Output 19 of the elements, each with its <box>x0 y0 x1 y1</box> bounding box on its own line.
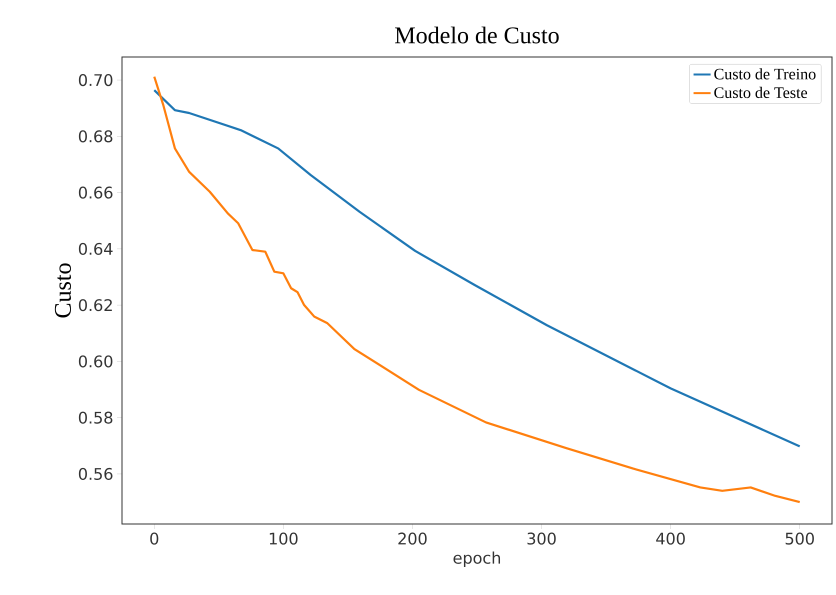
y-tick-label: 0.66 <box>78 186 112 199</box>
y-tick-label: 0.70 <box>78 74 112 86</box>
x-tick-label: 100 <box>270 532 298 545</box>
y-tick-label: 0.58 <box>78 412 112 424</box>
x-tick-label: 0 <box>150 532 158 545</box>
chart-title: Modelo de Custo <box>395 26 559 44</box>
y-tick-label: 0.56 <box>78 468 112 480</box>
legend-label: Custo de Teste <box>714 86 808 98</box>
y-axis-title: Custo <box>54 263 71 318</box>
y-tick-label: 0.68 <box>78 130 112 142</box>
legend-label: Custo de Treino <box>714 68 816 80</box>
x-tick-label: 300 <box>528 532 556 545</box>
y-tick-label: 0.64 <box>78 242 113 255</box>
x-tick-label: 200 <box>398 532 427 545</box>
x-axis-title: epoch <box>454 552 500 567</box>
x-tick-label: 400 <box>656 532 685 545</box>
y-tick-label: 0.60 <box>78 355 112 368</box>
y-tick-label: 0.62 <box>78 299 112 312</box>
x-tick-label: 500 <box>786 532 814 545</box>
